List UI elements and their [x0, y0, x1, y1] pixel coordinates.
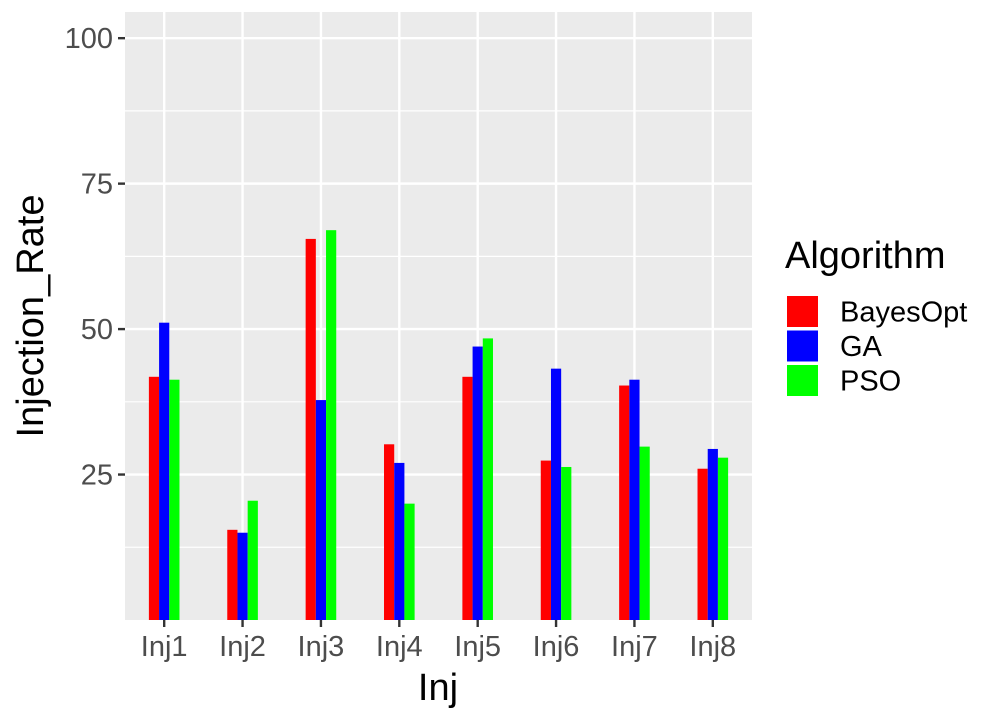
bar-bayesopt-inj6: [540, 460, 551, 620]
bar-bayesopt-inj2: [227, 529, 238, 620]
y-axis-title: Injection_Rate: [10, 195, 52, 438]
bar-ga-inj6: [550, 368, 562, 620]
bar-pso-inj8: [717, 457, 729, 620]
legend-key-ga: [787, 330, 818, 362]
bar-bayesopt-inj3: [305, 238, 316, 620]
y-tick-label-1: 50: [81, 314, 113, 346]
x-tick-label-inj7: Inj7: [611, 631, 658, 663]
bar-pso-inj1: [169, 379, 180, 620]
x-tick-label-inj5: Inj5: [454, 631, 501, 663]
x-tick-label-inj6: Inj6: [533, 631, 580, 663]
bar-ga-inj5: [472, 346, 483, 620]
bar-bayesopt-inj5: [462, 376, 473, 620]
y-tick-label-3: 100: [65, 23, 113, 55]
x-tick-label-inj1: Inj1: [141, 631, 188, 663]
x-tick-label-inj2: Inj2: [219, 631, 266, 663]
bar-ga-inj8: [707, 448, 718, 620]
bar-ga-inj4: [394, 462, 405, 620]
x-axis-title: Inj: [418, 667, 458, 709]
legend-label-ga: GA: [840, 331, 883, 363]
x-tick-label-inj8: Inj8: [689, 631, 736, 663]
bars: [148, 230, 729, 620]
x-tick-label-inj4: Inj4: [376, 631, 423, 663]
bar-pso-inj6: [561, 466, 572, 620]
legend-key-bayesopt: [787, 296, 818, 327]
bar-bayesopt-inj1: [148, 376, 160, 620]
plot-panel: [125, 12, 752, 620]
bar-ga-inj3: [315, 400, 327, 620]
bar-pso-inj7: [639, 446, 650, 620]
bar-bayesopt-inj4: [384, 444, 395, 620]
bar-ga-inj7: [629, 379, 640, 620]
legend-key-pso: [787, 365, 818, 396]
bar-ga-inj1: [159, 322, 170, 620]
bar-pso-inj5: [482, 338, 493, 620]
legend-title: Algorithm: [785, 235, 946, 277]
x-tick-label-inj3: Inj3: [298, 631, 345, 663]
legend-label-bayesopt: BayesOpt: [840, 297, 967, 329]
bar-pso-inj3: [326, 230, 337, 620]
bar-ga-inj2: [237, 532, 248, 620]
y-axis: 25 50 75 100: [65, 23, 125, 492]
bar-bayesopt-inj7: [619, 385, 630, 620]
y-tick-label-2: 75: [81, 169, 113, 201]
legend-label-pso: PSO: [840, 366, 901, 398]
x-axis: Inj1 Inj2 Inj3 Inj4 Inj5 Inj6 Inj7 Inj8: [141, 620, 736, 663]
bar-pso-inj2: [247, 500, 258, 620]
bar-bayesopt-inj8: [697, 468, 708, 620]
y-tick-label-0: 25: [81, 460, 113, 492]
bar-pso-inj4: [404, 503, 415, 620]
